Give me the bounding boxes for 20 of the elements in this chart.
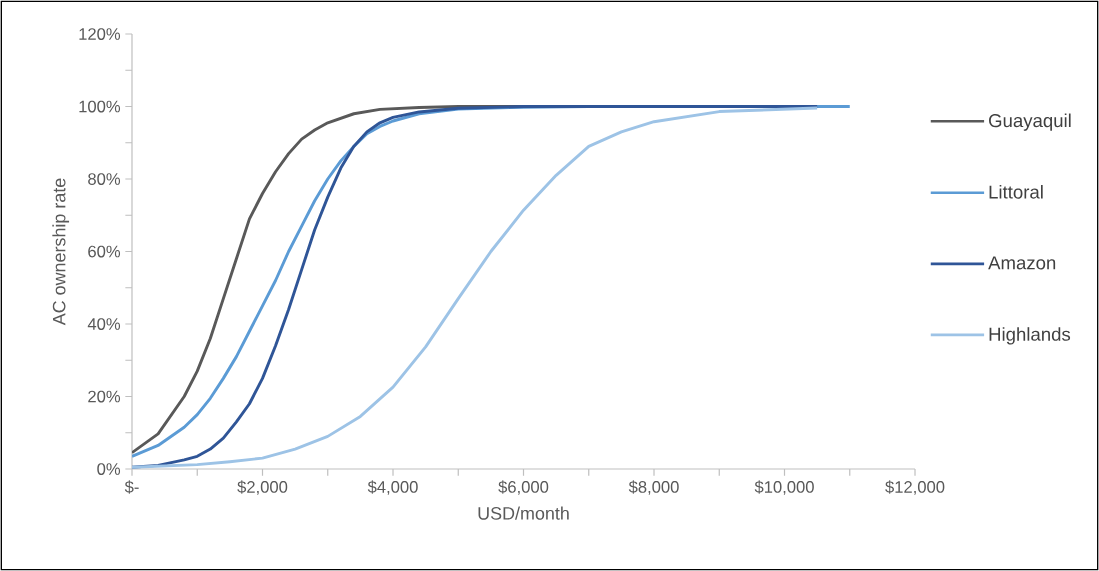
x-tick-label: $8,000 — [628, 480, 679, 495]
x-tick-label: $6,000 — [498, 480, 549, 495]
y-tick-label: 20% — [88, 390, 121, 403]
legend-label: Highlands — [989, 327, 1071, 345]
y-tick-label: 40% — [87, 318, 121, 330]
x-tick-label: $10,000 — [754, 480, 814, 495]
x-tick-label: $4,000 — [367, 480, 418, 495]
y-tick-label: 80% — [88, 173, 121, 185]
y-tick-label: 60% — [88, 245, 121, 258]
y-tick-label: 100% — [79, 100, 121, 113]
legend-label: Littoral — [989, 184, 1043, 199]
y-tick-label: 120% — [79, 28, 121, 40]
legend-label: Amazon — [988, 256, 1056, 270]
legend-label: Guayaquil — [989, 113, 1071, 131]
x-tick-label: $2,000 — [237, 480, 288, 495]
y-tick-label: 0% — [97, 463, 121, 475]
x-axis-title: USD/month — [478, 506, 569, 520]
x-tick-label: $- — [124, 480, 139, 494]
y-axis-title: AC ownership rate — [52, 178, 70, 326]
x-tick-label: $12,000 — [885, 480, 945, 495]
